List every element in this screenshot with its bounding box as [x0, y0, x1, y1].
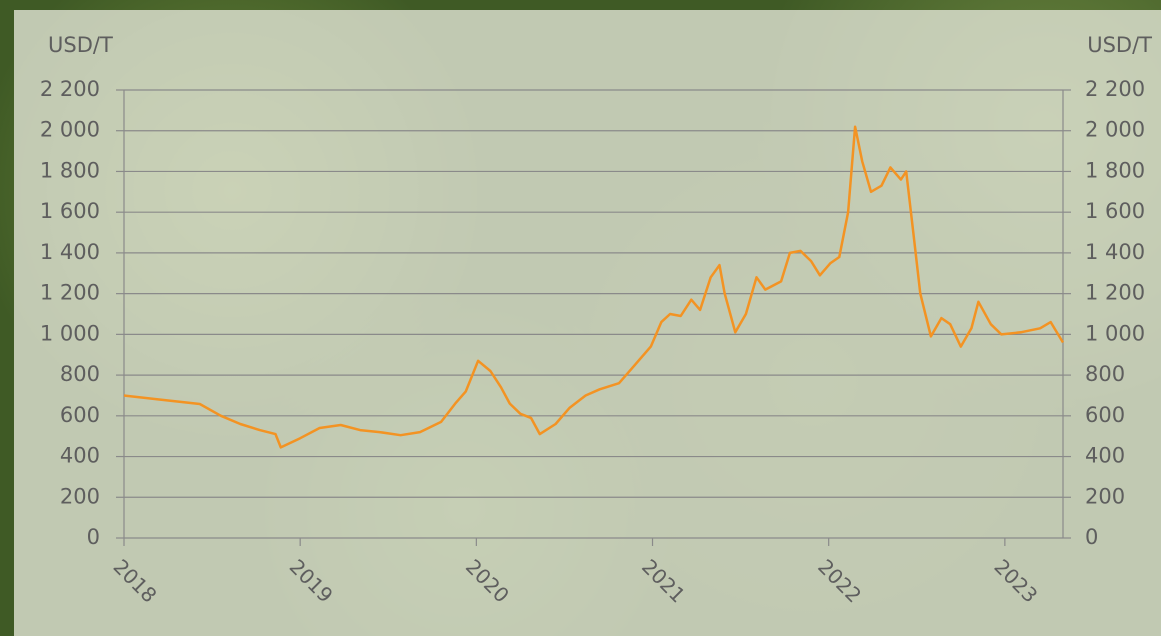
y-axis-label: USD/T: [48, 33, 113, 57]
x-tick-label: 2023: [989, 554, 1042, 607]
y2-tick-label: 200: [1085, 484, 1125, 508]
y-tick-label: 1 200: [40, 281, 100, 305]
y2-tick-label: 0: [1085, 525, 1098, 549]
y-tick-label: 1 600: [40, 199, 100, 223]
y-tick-label: 2 200: [40, 77, 100, 101]
y2-tick-label: 600: [1085, 403, 1125, 427]
y2-axis-label: USD/T: [1087, 33, 1152, 57]
y2-tick-label: 1 400: [1085, 240, 1145, 264]
x-tick-label: 2019: [285, 554, 338, 607]
y-tick-label: 1 000: [40, 321, 100, 345]
page: USD/T USD/T 0 200 400 600 800 1 000 1 200 1 400…: [0, 0, 1161, 636]
y-tick-label: 1 800: [40, 158, 100, 182]
y2-tick-label: 1 800: [1085, 158, 1145, 182]
y2-tick-label: 2 200: [1085, 77, 1145, 101]
y-tick-label: 400: [60, 444, 100, 468]
y2-tick-label: 1 200: [1085, 281, 1145, 305]
y2-tick-label: 800: [1085, 362, 1125, 386]
x-tick-label: 2022: [813, 554, 866, 607]
y-tick-label: 800: [60, 362, 100, 386]
x-tick-label: 2018: [109, 554, 162, 607]
y2-tick-label: 1 000: [1085, 321, 1145, 345]
y-tick-label: 200: [60, 484, 100, 508]
y2-tick-label: 2 000: [1085, 118, 1145, 142]
x-tick-label: 2021: [637, 554, 690, 607]
price-line: [124, 127, 1063, 448]
y-tick-label: 1 400: [40, 240, 100, 264]
y-tick-label: 0: [87, 525, 100, 549]
x-tick-label: 2020: [461, 554, 514, 607]
chart: USD/T USD/T 0 200 400 600 800 1 000 1 200 1 400…: [0, 0, 1161, 636]
y-tick-label: 2 000: [40, 118, 100, 142]
y2-tick-label: 400: [1085, 444, 1125, 468]
y-tick-label: 600: [60, 403, 100, 427]
y2-tick-label: 1 600: [1085, 199, 1145, 223]
